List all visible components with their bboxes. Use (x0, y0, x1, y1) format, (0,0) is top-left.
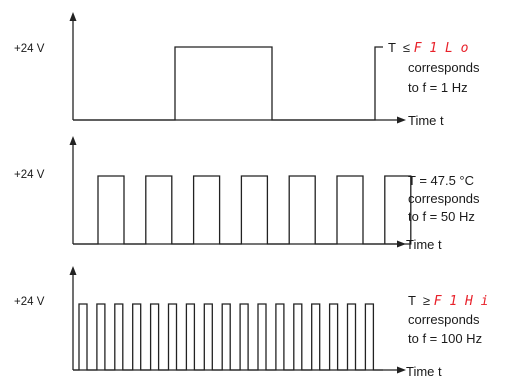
time-label-2: Time t (406, 237, 442, 252)
panel-1hz: +24 V Time t T ≤ F 1 L o corresponds to … (14, 12, 480, 128)
pulse-signal-3 (73, 303, 383, 371)
corresponds-label-2: corresponds (408, 191, 480, 206)
condition-label-2: T = 47.5 °C (408, 173, 474, 188)
panel-100hz: +24 V Time t T ≥ F 1 H i corresponds to … (14, 266, 488, 378)
x-axis-arrow-3 (397, 366, 406, 374)
voltage-label-3: +24 V (14, 296, 45, 308)
time-label-3: Time t (406, 364, 442, 378)
condition-label-1: T ≤ F 1 L o (388, 40, 469, 56)
panel-50hz: +24 V Time t T = 47.5 °C corresponds to … (14, 136, 480, 252)
voltage-label-1: +24 V (14, 43, 45, 55)
frequency-label-2: to f = 50 Hz (408, 209, 475, 224)
threshold-code-1: F 1 L o (414, 41, 469, 56)
pulse-signal-1 (73, 46, 383, 121)
condition-prefix-1: T ≤ (388, 40, 414, 55)
voltage-label-2: +24 V (14, 169, 45, 181)
time-label-1: Time t (408, 113, 444, 128)
pulse-signal-2 (73, 175, 412, 245)
condition-label-3: T ≥ F 1 H i (408, 293, 488, 309)
y-axis-arrow-2 (69, 136, 77, 145)
condition-prefix-3: T ≥ (408, 293, 434, 308)
corresponds-label-3: corresponds (408, 312, 480, 327)
y-axis-arrow-1 (69, 12, 77, 21)
y-axis-arrow-3 (69, 266, 77, 275)
condition-prefix-2: T = 47.5 °C (408, 173, 474, 188)
threshold-code-3: F 1 H i (434, 294, 489, 309)
frequency-label-3: to f = 100 Hz (408, 331, 482, 346)
frequency-label-1: to f = 1 Hz (408, 80, 468, 95)
x-axis-arrow-1 (397, 116, 406, 124)
corresponds-label-1: corresponds (408, 60, 480, 75)
